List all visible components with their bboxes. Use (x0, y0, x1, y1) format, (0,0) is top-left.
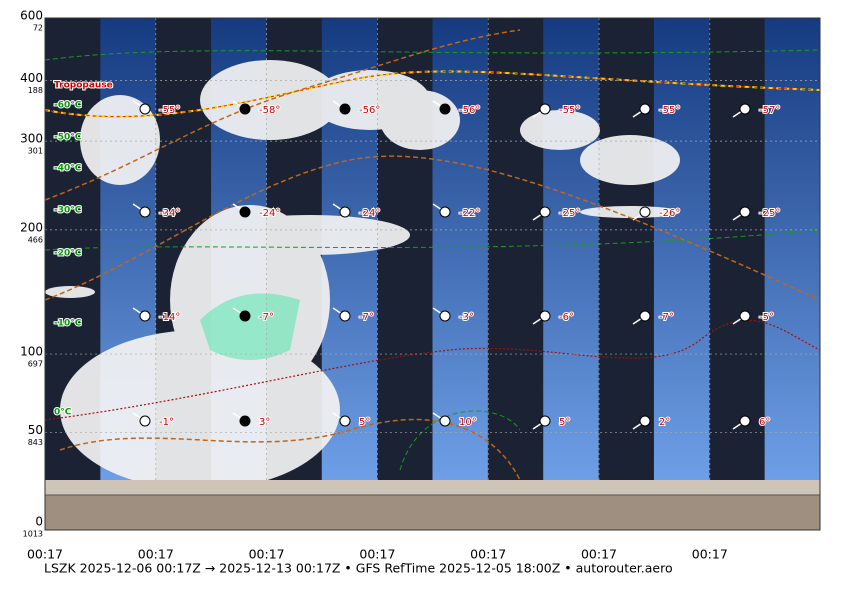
station (539, 415, 551, 427)
plot-frame (44, 17, 821, 531)
temperature-label: -56° (459, 105, 480, 116)
x-tick-label: 00:17 (470, 547, 506, 562)
station (739, 310, 751, 322)
temperature-label: 5° (359, 417, 370, 428)
temperature-label: -1° (159, 417, 174, 428)
station (139, 103, 151, 115)
temperature-label: -57° (759, 105, 780, 116)
station (239, 310, 251, 322)
pressure-label: 697 (28, 360, 43, 369)
temperature-label: -26° (659, 208, 680, 219)
temperature-label: -5° (759, 312, 774, 323)
temperature-label: -25° (759, 208, 780, 219)
terrain-upper (45, 480, 820, 495)
temperature-label: 2° (659, 417, 670, 428)
station (239, 415, 251, 427)
station (739, 103, 751, 115)
station (439, 206, 451, 218)
station (339, 415, 351, 427)
station (339, 103, 351, 115)
temperature-label: -24° (359, 208, 380, 219)
isotherm-label: -40°C (54, 164, 82, 174)
y-tick-label: 200 (20, 220, 43, 234)
station (539, 103, 551, 115)
day-stripe (764, 18, 820, 480)
x-tick-label: 00:17 (27, 547, 63, 562)
temperature-label: -7° (659, 312, 674, 323)
temperature-label: -22° (459, 208, 480, 219)
temperature-label: -55° (559, 105, 580, 116)
temperature-label: -3° (459, 312, 474, 323)
station (439, 310, 451, 322)
temperature-label: -7° (259, 312, 274, 323)
station (439, 415, 451, 427)
isotherm-label: 0°C (54, 408, 72, 418)
temperature-label: -55° (659, 105, 680, 116)
y-tick-label: 600 (20, 9, 43, 23)
station (639, 415, 651, 427)
x-tick-label: 00:17 (249, 547, 285, 562)
isotherm-label: -30°C (54, 206, 82, 216)
temperature-label: -56° (359, 105, 380, 116)
terrain (44, 494, 821, 531)
temperature-label: -6° (559, 312, 574, 323)
station (139, 310, 151, 322)
x-tick-label: 00:17 (581, 547, 617, 562)
station (539, 310, 551, 322)
isotherm-label: -20°C (54, 249, 82, 259)
pressure-label: 1013 (23, 530, 43, 539)
pressure-label: 72 (33, 24, 43, 33)
day-stripe (543, 18, 599, 480)
isotherm-label: -60°C (54, 101, 82, 111)
icing-area (200, 293, 300, 360)
temperature-label: 10° (459, 417, 477, 428)
contours (44, 29, 821, 481)
station (739, 415, 751, 427)
pressure-label: 843 (28, 438, 43, 447)
temperature-label: -24° (259, 208, 280, 219)
pressure-label: 188 (28, 86, 43, 95)
y-tick-label: 0 (35, 515, 43, 529)
y-tick-label: 400 (20, 71, 43, 85)
temperature-label: -55° (159, 105, 180, 116)
x-tick-label: 00:17 (138, 547, 174, 562)
isotherm-label: -50°C (54, 133, 82, 143)
temperature-label: -25° (559, 208, 580, 219)
footer: LSZK 2025-12-06 00:17Z → 2025-12-13 00:1… (44, 561, 673, 576)
temperature-label: 6° (759, 417, 770, 428)
station (239, 206, 251, 218)
temperature-label: -58° (259, 105, 280, 116)
station (139, 415, 151, 427)
temperature-label: 5° (559, 417, 570, 428)
pressure-label: 301 (28, 147, 43, 156)
station (539, 206, 551, 218)
temperature-label: 3° (259, 417, 270, 428)
temperature-label: -7° (359, 312, 374, 323)
isotherm-label: Tropopause (54, 81, 113, 91)
temperature-label: -34° (159, 208, 180, 219)
station (639, 103, 651, 115)
y-tick-label: 300 (20, 132, 43, 146)
station (339, 206, 351, 218)
x-tick-label: 00:17 (692, 547, 728, 562)
isotherm-label: -10°C (54, 319, 82, 329)
station (739, 206, 751, 218)
station (439, 103, 451, 115)
station (639, 206, 651, 218)
y-tick-label: 50 (28, 423, 43, 437)
day-stripe (653, 18, 710, 480)
station (239, 103, 251, 115)
y-tick-label: 100 (20, 345, 43, 359)
temperature-label: -14° (159, 312, 180, 323)
station (339, 310, 351, 322)
pressure-label: 466 (28, 235, 43, 244)
x-tick-label: 00:17 (359, 547, 395, 562)
station (639, 310, 651, 322)
station (139, 206, 151, 218)
